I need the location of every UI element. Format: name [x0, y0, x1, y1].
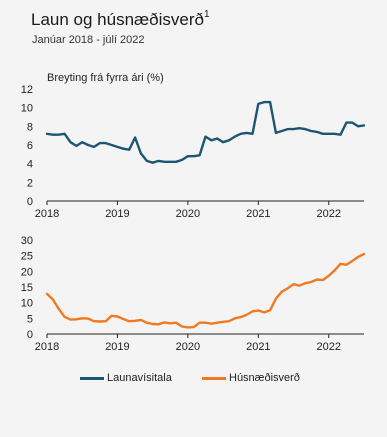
legend-swatch-launavisitala — [80, 376, 104, 380]
y-tick-label-2-25: 25 — [21, 251, 33, 263]
y-tick-label-1-6: 6 — [27, 140, 33, 152]
y-tick-label-2-0: 0 — [27, 329, 33, 341]
legend-item-husnaedisverd: Húsnæðisverð — [202, 372, 300, 384]
x-tick-label-2-2018: 2018 — [35, 341, 59, 353]
y-tick-label-2-20: 20 — [21, 266, 33, 278]
x-tick-label-2-2021: 2021 — [246, 341, 270, 353]
footnote-marker: 1 — [203, 9, 210, 21]
x-tick-label-1-2018: 2018 — [35, 208, 59, 220]
y-tick-label-2-15: 15 — [21, 282, 33, 294]
legend-item-launavisitala: Launavísitala — [80, 372, 172, 384]
y-tick-label-1-12: 12 — [21, 84, 33, 96]
series-line-launavisitala — [45, 100, 366, 164]
y-axis-label-1: Breyting frá fyrra ári (%) — [47, 72, 164, 84]
y-tick-label-1-4: 4 — [27, 159, 33, 171]
chart-subtitle: Janúar 2018 - júlí 2022 — [32, 34, 145, 46]
y-tick-label-1-2: 2 — [27, 177, 33, 189]
legend-swatch-husnaedisverd — [202, 376, 226, 380]
x-tick-label-1-2019: 2019 — [105, 208, 129, 220]
legend-label-husnaedisverd: Húsnæðisverð — [229, 372, 300, 384]
x-tick-label-1-2021: 2021 — [246, 208, 270, 220]
y-tick-label-1-10: 10 — [21, 103, 33, 115]
legend-label-launavisitala: Launavísitala — [107, 372, 172, 384]
x-tick-label-1-2022: 2022 — [317, 208, 341, 220]
x-tick-label-2-2019: 2019 — [105, 341, 129, 353]
chart-title: Laun og húsnæðisverð1 — [31, 9, 210, 30]
x-tick-label-1-2020: 2020 — [176, 208, 200, 220]
y-tick-label-1-8: 8 — [27, 121, 33, 133]
series-line-husnaedisverd — [45, 252, 366, 329]
x-tick-label-2-2022: 2022 — [317, 341, 341, 353]
y-tick-label-2-5: 5 — [27, 313, 33, 325]
y-tick-label-1-0: 0 — [27, 196, 33, 208]
y-tick-label-2-30: 30 — [21, 235, 33, 247]
y-tick-label-2-10: 10 — [21, 298, 33, 310]
chart-title-text: Laun og húsnæðisverð — [31, 10, 204, 29]
x-tick-label-2-2020: 2020 — [176, 341, 200, 353]
